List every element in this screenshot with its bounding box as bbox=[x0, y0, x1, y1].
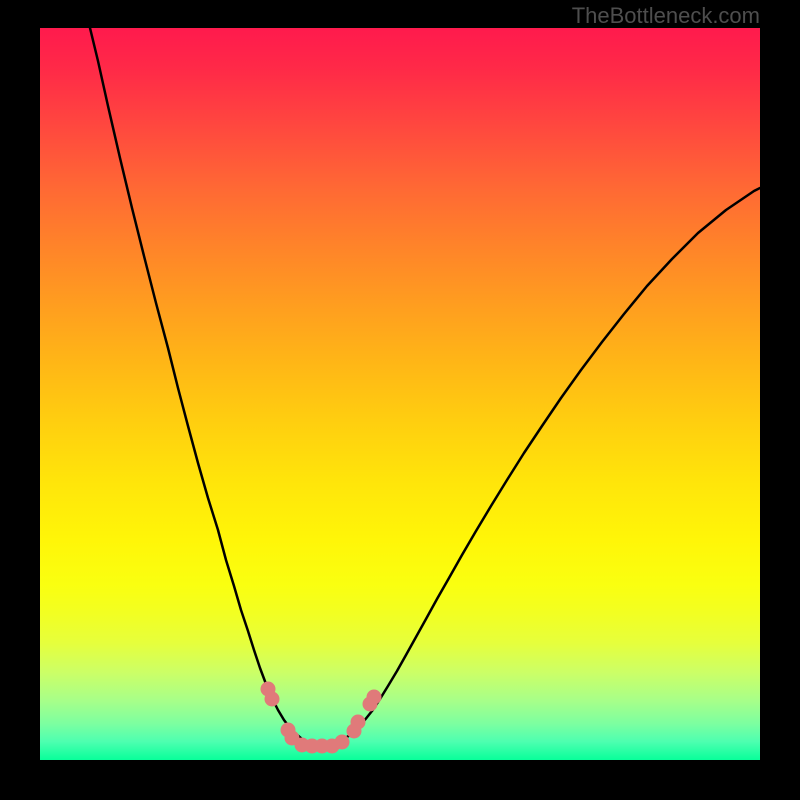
data-marker bbox=[351, 715, 366, 730]
bottleneck-curve bbox=[90, 28, 760, 745]
data-marker bbox=[335, 735, 350, 750]
heatmap-gradient-background bbox=[40, 28, 760, 760]
chart-svg bbox=[40, 28, 760, 760]
watermark-text: TheBottleneck.com bbox=[572, 3, 760, 29]
data-marker bbox=[265, 692, 280, 707]
data-marker bbox=[367, 690, 382, 705]
